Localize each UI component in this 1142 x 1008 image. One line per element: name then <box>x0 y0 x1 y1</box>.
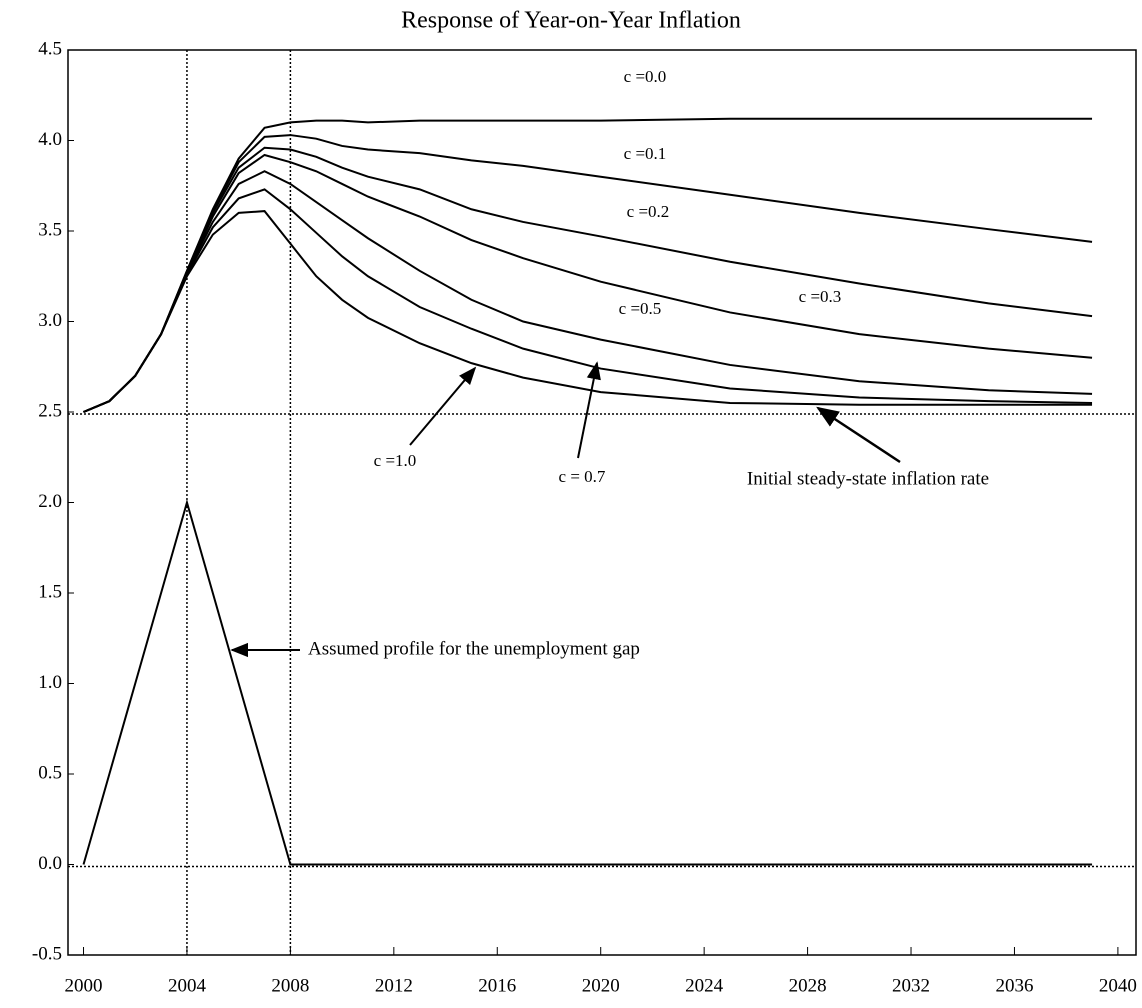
y-tick-label: 3.5 <box>38 219 62 240</box>
x-tick-label: 2008 <box>271 975 309 996</box>
y-tick-label: 2.0 <box>38 491 62 512</box>
series-line <box>83 153 1093 413</box>
annotation: Initial steady-state inflation rate <box>747 468 989 489</box>
y-tick-label: 4.0 <box>38 129 62 150</box>
series-label: c =1.0 <box>374 451 417 470</box>
series-line <box>83 170 1093 413</box>
y-tick-label: -0.5 <box>32 943 62 964</box>
arrow <box>577 361 601 459</box>
x-tick-label: 2036 <box>995 975 1033 996</box>
series-line <box>82 498 1093 866</box>
y-tick-label: 4.5 <box>38 38 62 59</box>
y-tick-label: 1.0 <box>38 672 62 693</box>
series-label: c = 0.7 <box>559 467 606 486</box>
series-label: c =0.2 <box>627 202 670 221</box>
series-label: c =0.1 <box>624 144 667 163</box>
x-tick-label: 2000 <box>65 975 103 996</box>
series-line <box>83 117 1093 413</box>
series-label: c =0.3 <box>799 287 842 306</box>
x-tick-label: 2024 <box>685 975 724 996</box>
series-label: c =0.0 <box>624 67 667 86</box>
x-tick-label: 2004 <box>168 975 207 996</box>
x-tick-label: 2040 <box>1099 975 1137 996</box>
y-tick-label: 0.0 <box>38 853 62 874</box>
x-tick-label: 2020 <box>582 975 620 996</box>
x-tick-label: 2012 <box>375 975 413 996</box>
x-tick-label: 2016 <box>478 975 516 996</box>
y-tick-label: 2.5 <box>38 400 62 421</box>
series-label: c =0.5 <box>619 299 662 318</box>
y-tick-label: 1.5 <box>38 581 62 602</box>
y-tick-label: 0.5 <box>38 762 62 783</box>
series-line <box>83 146 1093 413</box>
y-tick-label: 3.0 <box>38 310 62 331</box>
series-line <box>83 134 1093 413</box>
x-tick-label: 2028 <box>789 975 827 996</box>
x-tick-label: 2032 <box>892 975 930 996</box>
series-label: Assumed profile for the unemployment gap <box>308 638 640 659</box>
chart-title: Response of Year-on-Year Inflation <box>401 8 741 34</box>
arrow <box>816 406 901 464</box>
series-line <box>83 210 1093 413</box>
arrow <box>409 366 477 446</box>
